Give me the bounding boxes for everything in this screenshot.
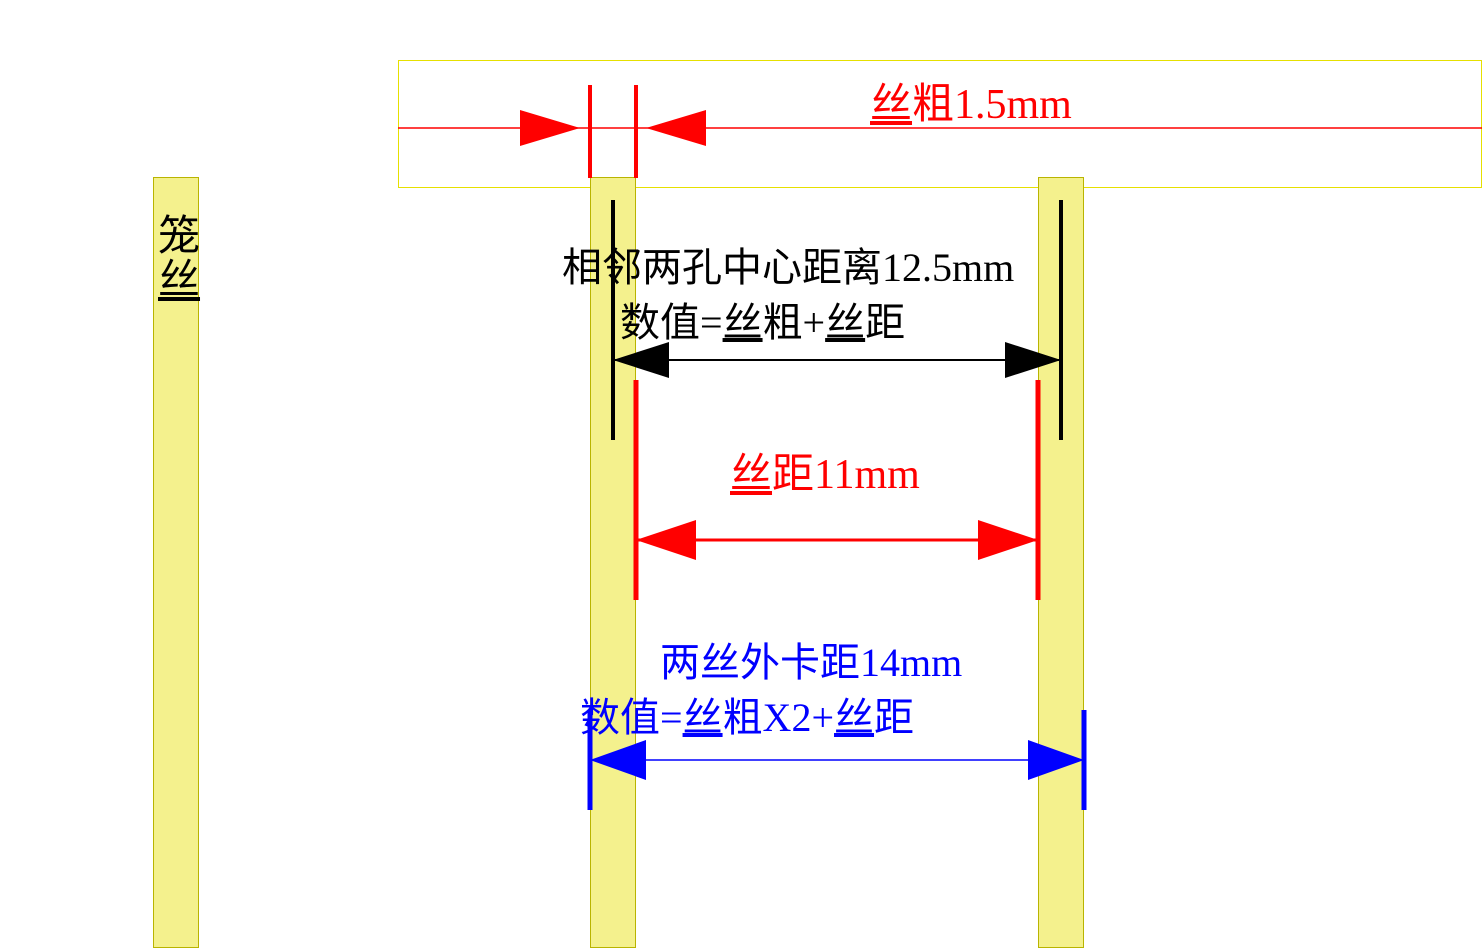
outer-dist-label-1: 两丝外卡距14mm bbox=[660, 630, 962, 688]
thickness-label: 丝粗1.5mm bbox=[870, 70, 1072, 131]
center-dist-label-2: 数值=丝粗+丝距 bbox=[620, 290, 905, 348]
outer-dist-label-2: 数值=丝粗X2+丝距 bbox=[580, 685, 914, 743]
gap-label: 丝距11mm bbox=[730, 440, 920, 501]
center-dist-label-1: 相邻两孔中心距离12.5mm bbox=[562, 235, 1014, 293]
bar-right bbox=[1038, 177, 1084, 948]
left-bar-label: 笼丝 bbox=[158, 215, 200, 303]
